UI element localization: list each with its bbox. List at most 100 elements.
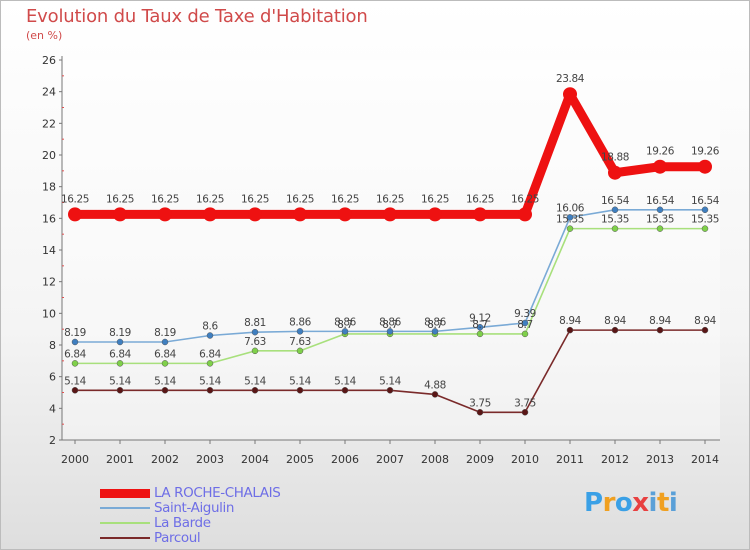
logo-letter: P (584, 488, 603, 518)
data-label: 15.35 (556, 214, 584, 226)
y-tick-label: 12 (42, 276, 56, 289)
x-tick-label: 2001 (106, 453, 134, 466)
series-marker-3 (206, 387, 214, 394)
series-marker-0 (203, 207, 217, 222)
series-marker-0 (113, 207, 127, 222)
y-tick-label: 14 (42, 244, 56, 257)
data-label: 8.7 (337, 319, 353, 331)
series-marker-1 (161, 338, 169, 346)
data-label: 15.35 (646, 214, 674, 226)
series-marker-1 (71, 338, 79, 346)
series-marker-0 (248, 207, 262, 222)
logo-letter: i (668, 488, 678, 518)
logo-letter: x (632, 488, 649, 518)
data-label: 16.25 (106, 193, 134, 205)
series-marker-3 (566, 326, 574, 334)
data-label: 8.7 (382, 319, 398, 331)
data-label: 3.75 (514, 397, 536, 409)
x-tick-label: 2013 (646, 453, 674, 466)
series-marker-0 (158, 207, 172, 222)
series-marker-0 (473, 207, 487, 222)
series-marker-2 (161, 360, 169, 367)
legend-label: La Barde (154, 515, 211, 531)
data-label: 8.94 (559, 315, 581, 327)
series-markers (68, 87, 712, 416)
data-label: 16.25 (421, 193, 449, 205)
data-label: 3.75 (469, 397, 491, 409)
y-tick-label: 4 (49, 402, 56, 415)
data-label: 4.88 (424, 379, 446, 391)
data-label: 15.35 (691, 214, 719, 226)
data-label: 8.86 (289, 316, 311, 328)
y-tick-label: 24 (42, 86, 56, 99)
data-label: 5.14 (379, 375, 401, 387)
series-marker-3 (116, 387, 124, 394)
data-label: 16.25 (331, 193, 359, 205)
x-tick-label: 2008 (421, 453, 449, 466)
series-marker-3 (161, 387, 169, 394)
series-marker-0 (653, 159, 667, 174)
data-label: 5.14 (109, 375, 131, 387)
data-label: 5.14 (244, 375, 266, 387)
data-label: 8.94 (694, 315, 716, 327)
data-label: 16.54 (601, 195, 630, 207)
x-tick-label: 2010 (511, 453, 539, 466)
data-label: 8.81 (244, 317, 266, 329)
y-tick-label: 16 (42, 212, 56, 225)
y-tick-label: 6 (49, 371, 56, 384)
series-marker-1 (116, 338, 124, 346)
data-label: 16.25 (196, 193, 224, 205)
data-label: 8.19 (64, 327, 86, 339)
data-label: 5.14 (199, 375, 221, 387)
data-label: 16.25 (376, 193, 404, 205)
x-tick-label: 2000 (61, 453, 89, 466)
series-marker-3 (386, 387, 394, 394)
data-label: 16.25 (61, 193, 89, 205)
legend-label: Parcoul (154, 530, 201, 546)
series-marker-1 (566, 214, 574, 221)
series-marker-0 (518, 207, 532, 222)
legend-swatch (100, 537, 150, 539)
data-label: 8.7 (472, 319, 488, 331)
chart-title: Evolution du Taux de Taxe d'Habitation (26, 6, 368, 27)
series-marker-2 (71, 360, 79, 367)
legend-label: Saint-Aigulin (154, 500, 234, 516)
data-label: 8.7 (427, 319, 443, 331)
data-label: 9.12 (469, 312, 491, 324)
data-label: 16.25 (151, 193, 179, 205)
data-label: 6.84 (109, 348, 131, 360)
data-label: 19.26 (691, 146, 720, 158)
logo-letter: i (648, 488, 658, 518)
series-marker-1 (296, 328, 304, 335)
y-tick-label: 22 (42, 117, 56, 130)
data-label: 16.25 (511, 193, 539, 205)
series-marker-3 (656, 326, 664, 334)
data-label: 8.86 (334, 316, 356, 328)
logo-letter: t (656, 488, 669, 518)
data-label: 8.86 (424, 316, 446, 328)
series-marker-3 (521, 409, 529, 416)
data-label: 16.25 (466, 193, 494, 205)
legend-swatch (100, 507, 150, 509)
series-marker-2 (476, 330, 484, 338)
proxiti-logo: Proxiti (584, 488, 678, 518)
series-marker-1 (206, 332, 214, 339)
series-marker-3 (431, 391, 439, 398)
data-label: 9.39 (514, 308, 536, 320)
logo-letter: o (614, 488, 633, 518)
data-label: 7.63 (244, 336, 266, 348)
data-label: 16.54 (646, 195, 675, 207)
data-label: 6.84 (64, 348, 86, 360)
x-tick-label: 2006 (331, 453, 359, 466)
series-marker-0 (338, 207, 352, 222)
y-tick-label: 10 (42, 307, 56, 320)
data-label: 8.94 (604, 315, 626, 327)
data-label: 6.84 (154, 348, 176, 360)
series-marker-3 (251, 387, 259, 394)
x-tick-label: 2007 (376, 453, 404, 466)
x-tick-label: 2002 (151, 453, 179, 466)
data-label: 23.84 (556, 73, 585, 85)
data-label: 7.63 (289, 336, 311, 348)
